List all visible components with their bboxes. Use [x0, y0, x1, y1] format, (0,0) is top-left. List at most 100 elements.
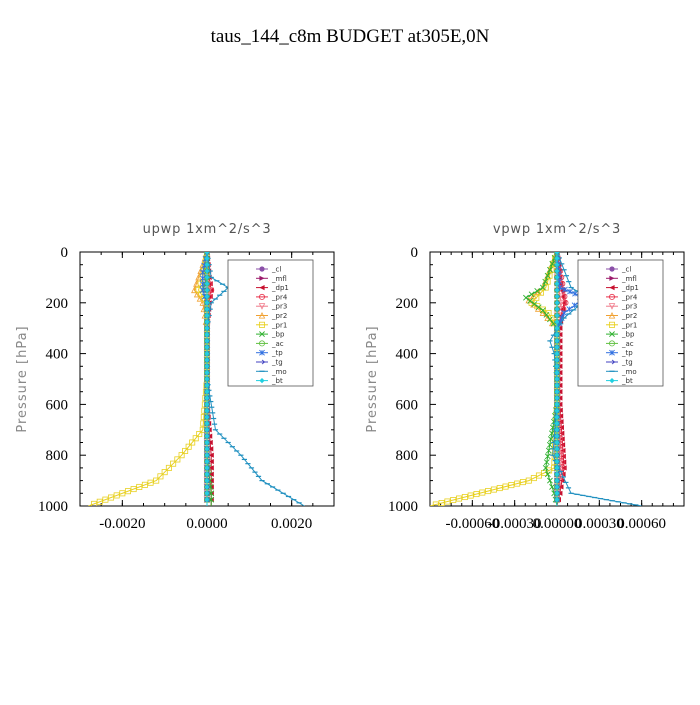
series-marker_bt: [554, 490, 560, 496]
series-marker_bp: [523, 294, 529, 301]
series-marker_tp: [566, 306, 573, 313]
legend-label: _tp: [271, 349, 283, 357]
legend-marker: [259, 275, 265, 281]
legend: _cl_mfl_dp1_pr4_pr3_pr2_pr1_bp_ac_tp_tg_…: [577, 259, 664, 387]
legend-marker: [258, 293, 265, 300]
x-tick-label: -0.0020: [99, 516, 145, 532]
legend-label: _bp: [271, 331, 285, 339]
legend-label: _bt: [271, 377, 283, 385]
series-marker_bp: [544, 471, 551, 478]
series-marker_bt: [204, 293, 210, 300]
series-marker_bp: [544, 453, 551, 460]
series-marker_bp: [543, 311, 550, 318]
series-marker_bt: [554, 420, 560, 427]
y-axis-label: Pressure [hPa]: [15, 325, 30, 432]
x-tick-label: 0.00000: [533, 516, 582, 532]
series-marker_bt: [204, 268, 210, 274]
series-marker_dp1: [560, 471, 566, 477]
series-marker_bt: [554, 306, 560, 312]
legend-marker: [259, 378, 265, 384]
series-marker_dp1: [208, 465, 214, 471]
series-marker_bt: [554, 446, 560, 452]
series-marker_bt: [204, 262, 210, 268]
series-marker_pr1: [496, 485, 503, 492]
series-marker_tp: [199, 281, 206, 288]
series-marker_dp1: [208, 458, 214, 465]
legend-label: _pr2: [271, 312, 287, 320]
series-marker_bt: [204, 395, 210, 401]
y-tick-label: 600: [46, 397, 69, 413]
series-marker_pr1: [165, 464, 172, 471]
legend-label: _bp: [621, 331, 635, 339]
legend-label: _pr1: [271, 321, 287, 329]
series-marker_bt: [204, 433, 210, 439]
series-marker_bt: [554, 376, 560, 382]
series-marker_bt: [204, 331, 210, 338]
series-marker_bt: [204, 427, 210, 433]
series-marker_bt: [554, 414, 560, 420]
series-marker_bt: [204, 382, 210, 388]
series-marker_pr1: [546, 272, 553, 279]
series-marker_tp: [199, 287, 206, 294]
series-marker_tp: [199, 275, 206, 282]
legend-marker: [608, 303, 616, 310]
series-marker_pr1: [533, 294, 540, 301]
series-marker_pr1: [153, 477, 160, 484]
series-marker_dp1: [208, 446, 214, 452]
series-marker_pr1: [461, 494, 468, 501]
chart-panel-1: upwp 1xm^2/s^3 Pressure [hPa] 0 200 400 600 80…: [15, 222, 335, 532]
series-marker_bt: [554, 319, 560, 325]
series-marker_bt: [204, 325, 210, 331]
legend-label: _dp1: [621, 284, 639, 292]
legend-label: _ac: [271, 340, 284, 348]
series-marker_bt: [554, 268, 560, 274]
series-marker_bt: [554, 433, 560, 439]
legend-label: _mo: [271, 368, 287, 376]
series-marker_bt: [204, 458, 210, 465]
series-marker_pr1: [189, 439, 196, 446]
series-marker_bt: [554, 357, 560, 363]
series-marker_bt: [204, 420, 210, 427]
series-marker_bp: [542, 278, 549, 285]
series-marker_pr1: [539, 306, 546, 313]
series-marker_bp: [534, 288, 541, 294]
series-marker_bt: [204, 312, 210, 319]
series-marker_bt: [554, 395, 560, 401]
series-marker_bt: [204, 370, 210, 376]
series-marker_bt: [204, 465, 210, 471]
series-marker_bt: [554, 363, 560, 369]
legend-marker: [609, 331, 615, 338]
series-marker_bt: [554, 401, 560, 407]
series-marker_bt: [554, 325, 560, 331]
series-group: [88, 252, 305, 506]
series-marker_bt: [554, 382, 560, 388]
y-tick-label: 200: [396, 296, 419, 312]
series-marker_tp: [561, 310, 567, 316]
series-marker_bp: [528, 291, 535, 298]
series-marker_pr1: [467, 492, 474, 499]
series-marker_bt: [204, 281, 210, 287]
chart-title: vpwp 1xm^2/s^3: [493, 222, 621, 237]
y-tick-label: 200: [46, 296, 69, 312]
series-marker_pr1: [519, 479, 526, 486]
legend-label: _cl: [271, 266, 281, 274]
legend-label: _tg: [271, 359, 283, 367]
legend-marker: [609, 293, 616, 300]
x-tick-label: -0.00030: [488, 516, 542, 532]
series-marker_bp: [545, 447, 552, 454]
series-marker_bt: [554, 338, 560, 344]
series-marker_pr1: [196, 431, 203, 438]
series-marker_bp: [549, 484, 555, 490]
legend-marker: [259, 359, 266, 365]
series-marker_bt: [204, 338, 210, 344]
series-marker_bp: [542, 464, 549, 471]
series-marker_pr1: [450, 497, 457, 504]
series-marker_bt: [554, 351, 560, 357]
legend-marker: [259, 285, 265, 291]
series-marker_dp1: [559, 442, 566, 448]
y-tick-label: 800: [396, 448, 419, 464]
legend-label: _pr1: [621, 321, 637, 329]
series-marker_bt: [204, 306, 210, 312]
series-marker_dp1: [559, 430, 565, 436]
